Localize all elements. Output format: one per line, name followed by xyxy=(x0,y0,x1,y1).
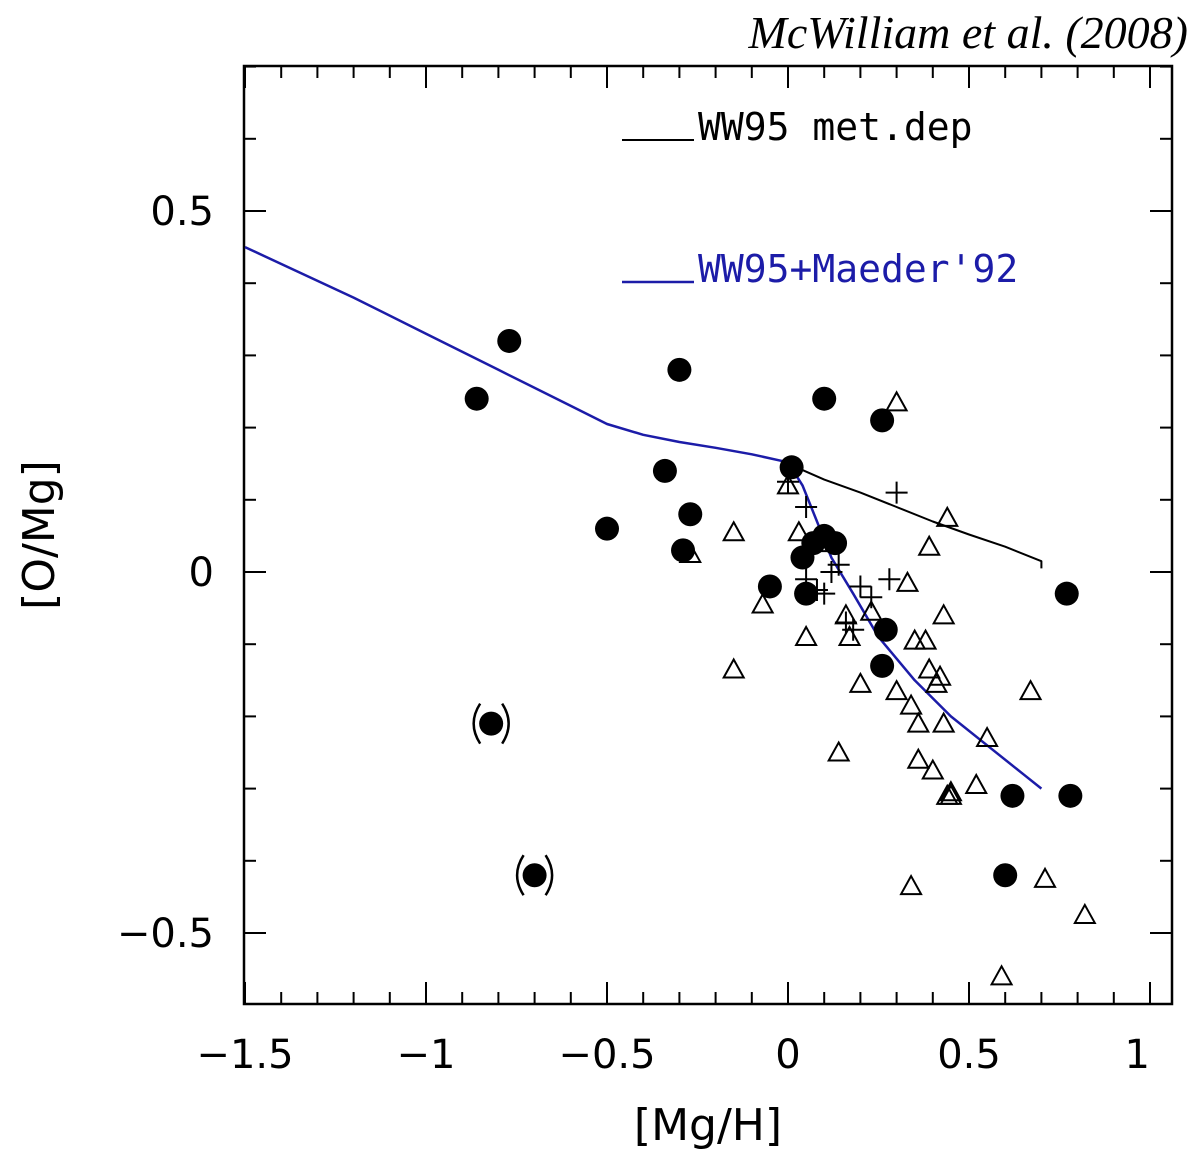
x-axis-label: [Mg/H] xyxy=(634,1100,782,1151)
x-tick-label: 1 xyxy=(1125,1032,1150,1078)
point-open-triangle xyxy=(887,681,907,699)
point-plus xyxy=(886,482,908,504)
point-filled-circle xyxy=(465,387,489,411)
point-filled-circle xyxy=(812,387,836,411)
x-tick-label: 0.5 xyxy=(937,1032,1001,1078)
point-parenthesized-circle xyxy=(474,704,509,744)
y-tick-label: −0.5 xyxy=(117,911,214,957)
y-axis-label: [O/Mg] xyxy=(14,460,65,610)
model-lines xyxy=(245,247,1041,789)
legend: WW95 met.dep WW95+Maeder'92 xyxy=(622,105,1018,291)
point-filled-circle xyxy=(678,502,702,526)
point-open-triangle xyxy=(724,659,744,677)
plot-frame xyxy=(244,66,1172,1004)
point-filled-circle xyxy=(667,358,691,382)
point-filled-circle xyxy=(1000,784,1024,808)
point-open-triangle xyxy=(887,392,907,410)
point-filled-circle xyxy=(497,329,521,353)
point-parenthesized-circle xyxy=(517,855,552,895)
x-tick-label: 0 xyxy=(775,1032,800,1078)
x-tick-label: −1.5 xyxy=(196,1032,293,1078)
legend-label-ww95-met-dep: WW95 met.dep xyxy=(698,105,973,149)
x-tick-label: −0.5 xyxy=(558,1032,655,1078)
point-open-triangle xyxy=(977,728,997,746)
data-markers xyxy=(465,329,1095,984)
point-open-triangle xyxy=(724,522,744,540)
point-plus xyxy=(878,568,900,590)
point-open-triangle xyxy=(796,627,816,645)
y-tick-labels: 0.5 0 −0.5 xyxy=(117,189,214,957)
legend-label-ww95-maeder92: WW95+Maeder'92 xyxy=(698,247,1018,291)
point-open-triangle xyxy=(1035,869,1055,887)
line-ww95-met-dep xyxy=(788,464,1041,569)
x-tick-label: −1 xyxy=(397,1032,456,1078)
point-open-triangle xyxy=(850,674,870,692)
axis-ticks xyxy=(244,66,1172,1004)
x-tick-labels: −1.5 −1 −0.5 0 0.5 1 xyxy=(196,1032,1150,1078)
point-filled-circle xyxy=(780,455,804,479)
point-open-triangle xyxy=(1021,681,1041,699)
point-open-triangle xyxy=(992,966,1012,984)
point-open-triangle xyxy=(908,714,928,732)
point-open-triangle xyxy=(919,537,939,555)
y-tick-label: 0 xyxy=(189,550,214,596)
point-open-triangle xyxy=(1075,905,1095,923)
point-open-triangle xyxy=(829,743,849,761)
y-tick-label: 0.5 xyxy=(150,189,214,235)
point-circle xyxy=(479,712,503,736)
point-open-triangle xyxy=(897,573,917,591)
point-filled-circle xyxy=(870,654,894,678)
point-filled-circle xyxy=(1058,784,1082,808)
point-filled-circle xyxy=(870,408,894,432)
point-plus xyxy=(860,586,882,608)
point-filled-circle xyxy=(595,517,619,541)
point-circle xyxy=(523,863,547,887)
point-filled-circle xyxy=(653,459,677,483)
chart-credit: McWilliam et al. (2008) xyxy=(748,7,1188,58)
point-filled-circle xyxy=(874,618,898,642)
point-filled-circle xyxy=(993,863,1017,887)
point-open-triangle xyxy=(934,605,954,623)
point-open-triangle xyxy=(966,775,986,793)
point-filled-circle xyxy=(1055,582,1079,606)
point-open-triangle xyxy=(908,750,928,768)
point-open-triangle xyxy=(901,876,921,894)
